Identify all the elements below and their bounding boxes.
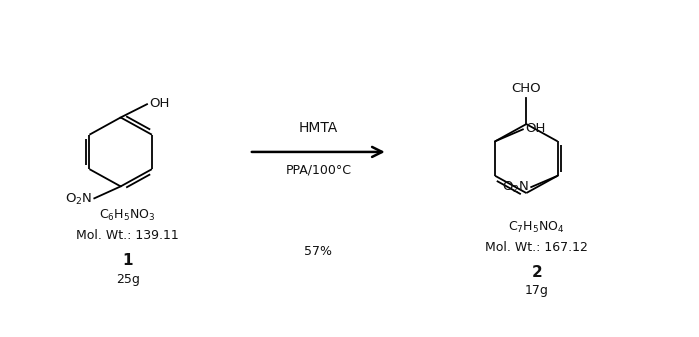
Text: OH: OH bbox=[525, 122, 545, 135]
Text: C$_6$H$_5$NO$_3$: C$_6$H$_5$NO$_3$ bbox=[99, 208, 156, 223]
Text: C$_7$H$_5$NO$_4$: C$_7$H$_5$NO$_4$ bbox=[508, 219, 565, 235]
Text: 17g: 17g bbox=[525, 284, 549, 297]
Text: CHO: CHO bbox=[512, 82, 541, 95]
Text: Mol. Wt.: 139.11: Mol. Wt.: 139.11 bbox=[76, 229, 179, 243]
Text: 1: 1 bbox=[122, 253, 133, 268]
Text: O$_2$N: O$_2$N bbox=[502, 180, 529, 195]
Text: 2: 2 bbox=[531, 265, 542, 280]
Text: HMTA: HMTA bbox=[298, 121, 338, 135]
Text: OH: OH bbox=[149, 97, 169, 110]
Text: O$_2$N: O$_2$N bbox=[65, 191, 92, 207]
Text: 57%: 57% bbox=[304, 245, 332, 258]
Text: PPA/100°C: PPA/100°C bbox=[285, 164, 352, 177]
Text: 25g: 25g bbox=[115, 273, 140, 285]
Text: Mol. Wt.: 167.12: Mol. Wt.: 167.12 bbox=[485, 241, 588, 254]
